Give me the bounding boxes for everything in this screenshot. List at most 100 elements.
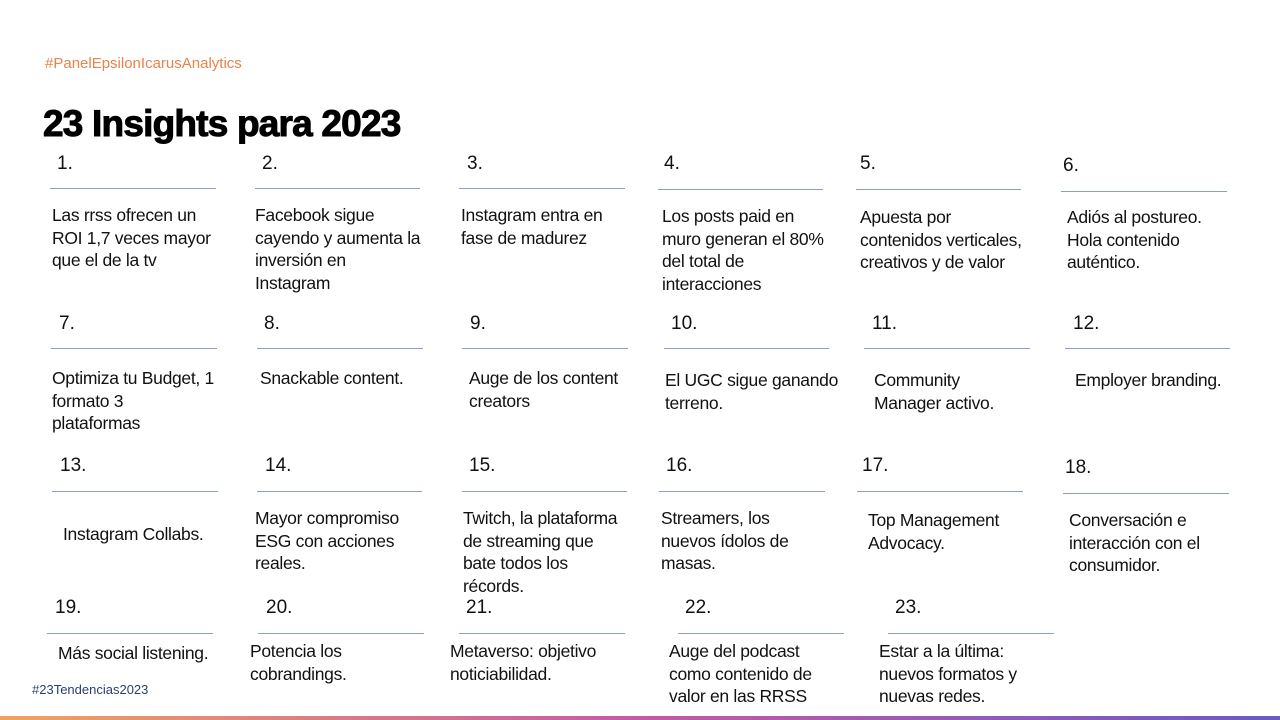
item-number: 12.: [1073, 313, 1100, 334]
item-rule: [1065, 348, 1230, 349]
text-line: ESG con acciones: [255, 530, 395, 551]
text-line: Mayor compromiso: [255, 508, 399, 528]
item-number: 15.: [469, 455, 496, 476]
text-line: creators: [469, 390, 530, 411]
text-line: Los posts paid en: [662, 206, 795, 226]
item-rule: [257, 491, 422, 492]
text-line: consumidor.: [1069, 555, 1161, 575]
item-text: Más social listening.: [58, 642, 209, 665]
item-rule: [257, 348, 423, 349]
item-number: 1.: [57, 153, 73, 174]
item-number: 20.: [266, 597, 293, 618]
text-line: valor en las RRSS: [669, 686, 807, 706]
text-line: Community: [874, 370, 960, 390]
item-number: 8.: [264, 313, 280, 334]
text-line: noticiabilidad.: [450, 663, 552, 684]
item-text: Metaverso: objetivo noticiabilidad.: [450, 640, 596, 685]
text-line: Conversación e: [1069, 510, 1187, 530]
item-number: 22.: [685, 597, 712, 618]
item-number: 6.: [1063, 155, 1079, 176]
item-text: Conversación e interacción con el consumid…: [1069, 509, 1200, 577]
item-number: 9.: [470, 313, 486, 334]
text-line: Optimiza tu Budget, 1: [52, 368, 214, 388]
item-text: Auge del podcast como contenido de valor e…: [669, 640, 812, 708]
text-line: muro generan el 80%: [662, 228, 824, 249]
text-line: del total de: [662, 251, 745, 271]
text-line: Hola contenido: [1067, 229, 1180, 250]
item-number: 13.: [60, 455, 87, 476]
item-text: Instagram Collabs.: [63, 523, 204, 546]
item-number: 21.: [466, 597, 493, 618]
item-rule: [462, 348, 628, 349]
item-text: Twitch, la plataforma de streaming que bat…: [463, 507, 617, 597]
text-line: fase de madurez: [461, 227, 587, 248]
text-line: Manager activo.: [874, 392, 995, 413]
text-line: contenidos verticales,: [860, 229, 1022, 250]
text-line: cayendo y aumenta la: [255, 227, 421, 248]
item-rule: [1061, 191, 1227, 192]
text-line: Auge de los content: [469, 368, 618, 388]
item-rule: [462, 491, 627, 492]
text-line: auténtico.: [1067, 252, 1140, 272]
text-line: masas.: [661, 553, 716, 573]
item-number: 19.: [55, 597, 82, 618]
item-text: Employer branding.: [1075, 369, 1222, 392]
header-hashtag: #PanelEpsilonIcarusAnalytics: [45, 55, 242, 72]
item-text: Las rrss ofrecen un ROI 1,7 veces mayor qu…: [52, 204, 211, 272]
text-line: plataformas: [52, 413, 141, 433]
item-rule: [659, 491, 825, 492]
text-line: Advocacy.: [868, 532, 945, 553]
text-line: interacción con el: [1069, 532, 1200, 553]
item-text: Estar a la última: nuevos formatos y nueva…: [879, 640, 1017, 708]
text-line: nuevos ídolos de: [661, 530, 789, 551]
text-line: Twitch, la plataforma: [463, 508, 618, 528]
text-line: ROI 1,7 veces mayor: [52, 227, 211, 248]
item-text: Facebook sigue cayendo y aumenta la invers…: [255, 204, 421, 294]
text-line: récords.: [463, 575, 524, 596]
item-rule: [1063, 493, 1229, 494]
item-rule: [857, 491, 1023, 492]
item-rule: [52, 491, 218, 492]
item-text: Streamers, los nuevos ídolos de masas.: [661, 507, 789, 575]
item-number: 7.: [59, 313, 75, 334]
text-line: Instagram Collabs.: [63, 524, 204, 544]
item-rule: [856, 189, 1021, 190]
text-line: nuevos formatos y: [879, 663, 1017, 684]
item-number: 14.: [265, 455, 292, 476]
item-rule: [864, 348, 1030, 349]
text-line: Más social listening.: [58, 643, 209, 663]
text-line: interacciones: [662, 273, 762, 294]
text-line: Auge del podcast: [669, 641, 800, 661]
text-line: como contenido de: [669, 663, 812, 684]
item-text: Mayor compromiso ESG con acciones reales.: [255, 507, 399, 575]
text-line: Top Management: [868, 510, 1000, 530]
item-rule: [459, 188, 625, 189]
text-line: formato 3: [52, 390, 124, 411]
text-line: que el de la tv: [52, 250, 157, 270]
text-line: Streamers, los: [661, 508, 770, 528]
text-line: Facebook sigue: [255, 205, 375, 225]
item-text: Instagram entra en fase de madurez: [461, 204, 603, 249]
item-number: 17.: [862, 455, 889, 476]
item-text: Top Management Advocacy.: [868, 509, 999, 554]
item-text: Potencia los cobrandings.: [250, 640, 347, 685]
text-line: creativos y de valor: [860, 252, 1005, 272]
item-rule: [658, 189, 823, 190]
text-line: Las rrss ofrecen un: [52, 205, 197, 225]
text-line: Adiós al postureo.: [1067, 207, 1202, 227]
item-number: 10.: [671, 313, 698, 334]
text-line: Metaverso: objetivo: [450, 641, 597, 661]
item-text: Adiós al postureo. Hola contenido auténtic…: [1067, 206, 1202, 274]
item-rule: [255, 188, 420, 189]
item-number: 2.: [262, 153, 278, 174]
slide-title: 23 Insights para 2023: [43, 103, 402, 145]
item-rule: [50, 188, 216, 189]
item-number: 23.: [895, 597, 922, 618]
item-text: Los posts paid en muro generan el 80% del …: [662, 205, 824, 295]
text-line: Estar a la última:: [879, 641, 1004, 661]
item-text: Snackable content.: [260, 367, 404, 390]
text-line: nuevas redes.: [879, 686, 986, 706]
item-rule: [888, 633, 1054, 634]
item-text: El UGC sigue ganando terreno.: [665, 369, 838, 414]
